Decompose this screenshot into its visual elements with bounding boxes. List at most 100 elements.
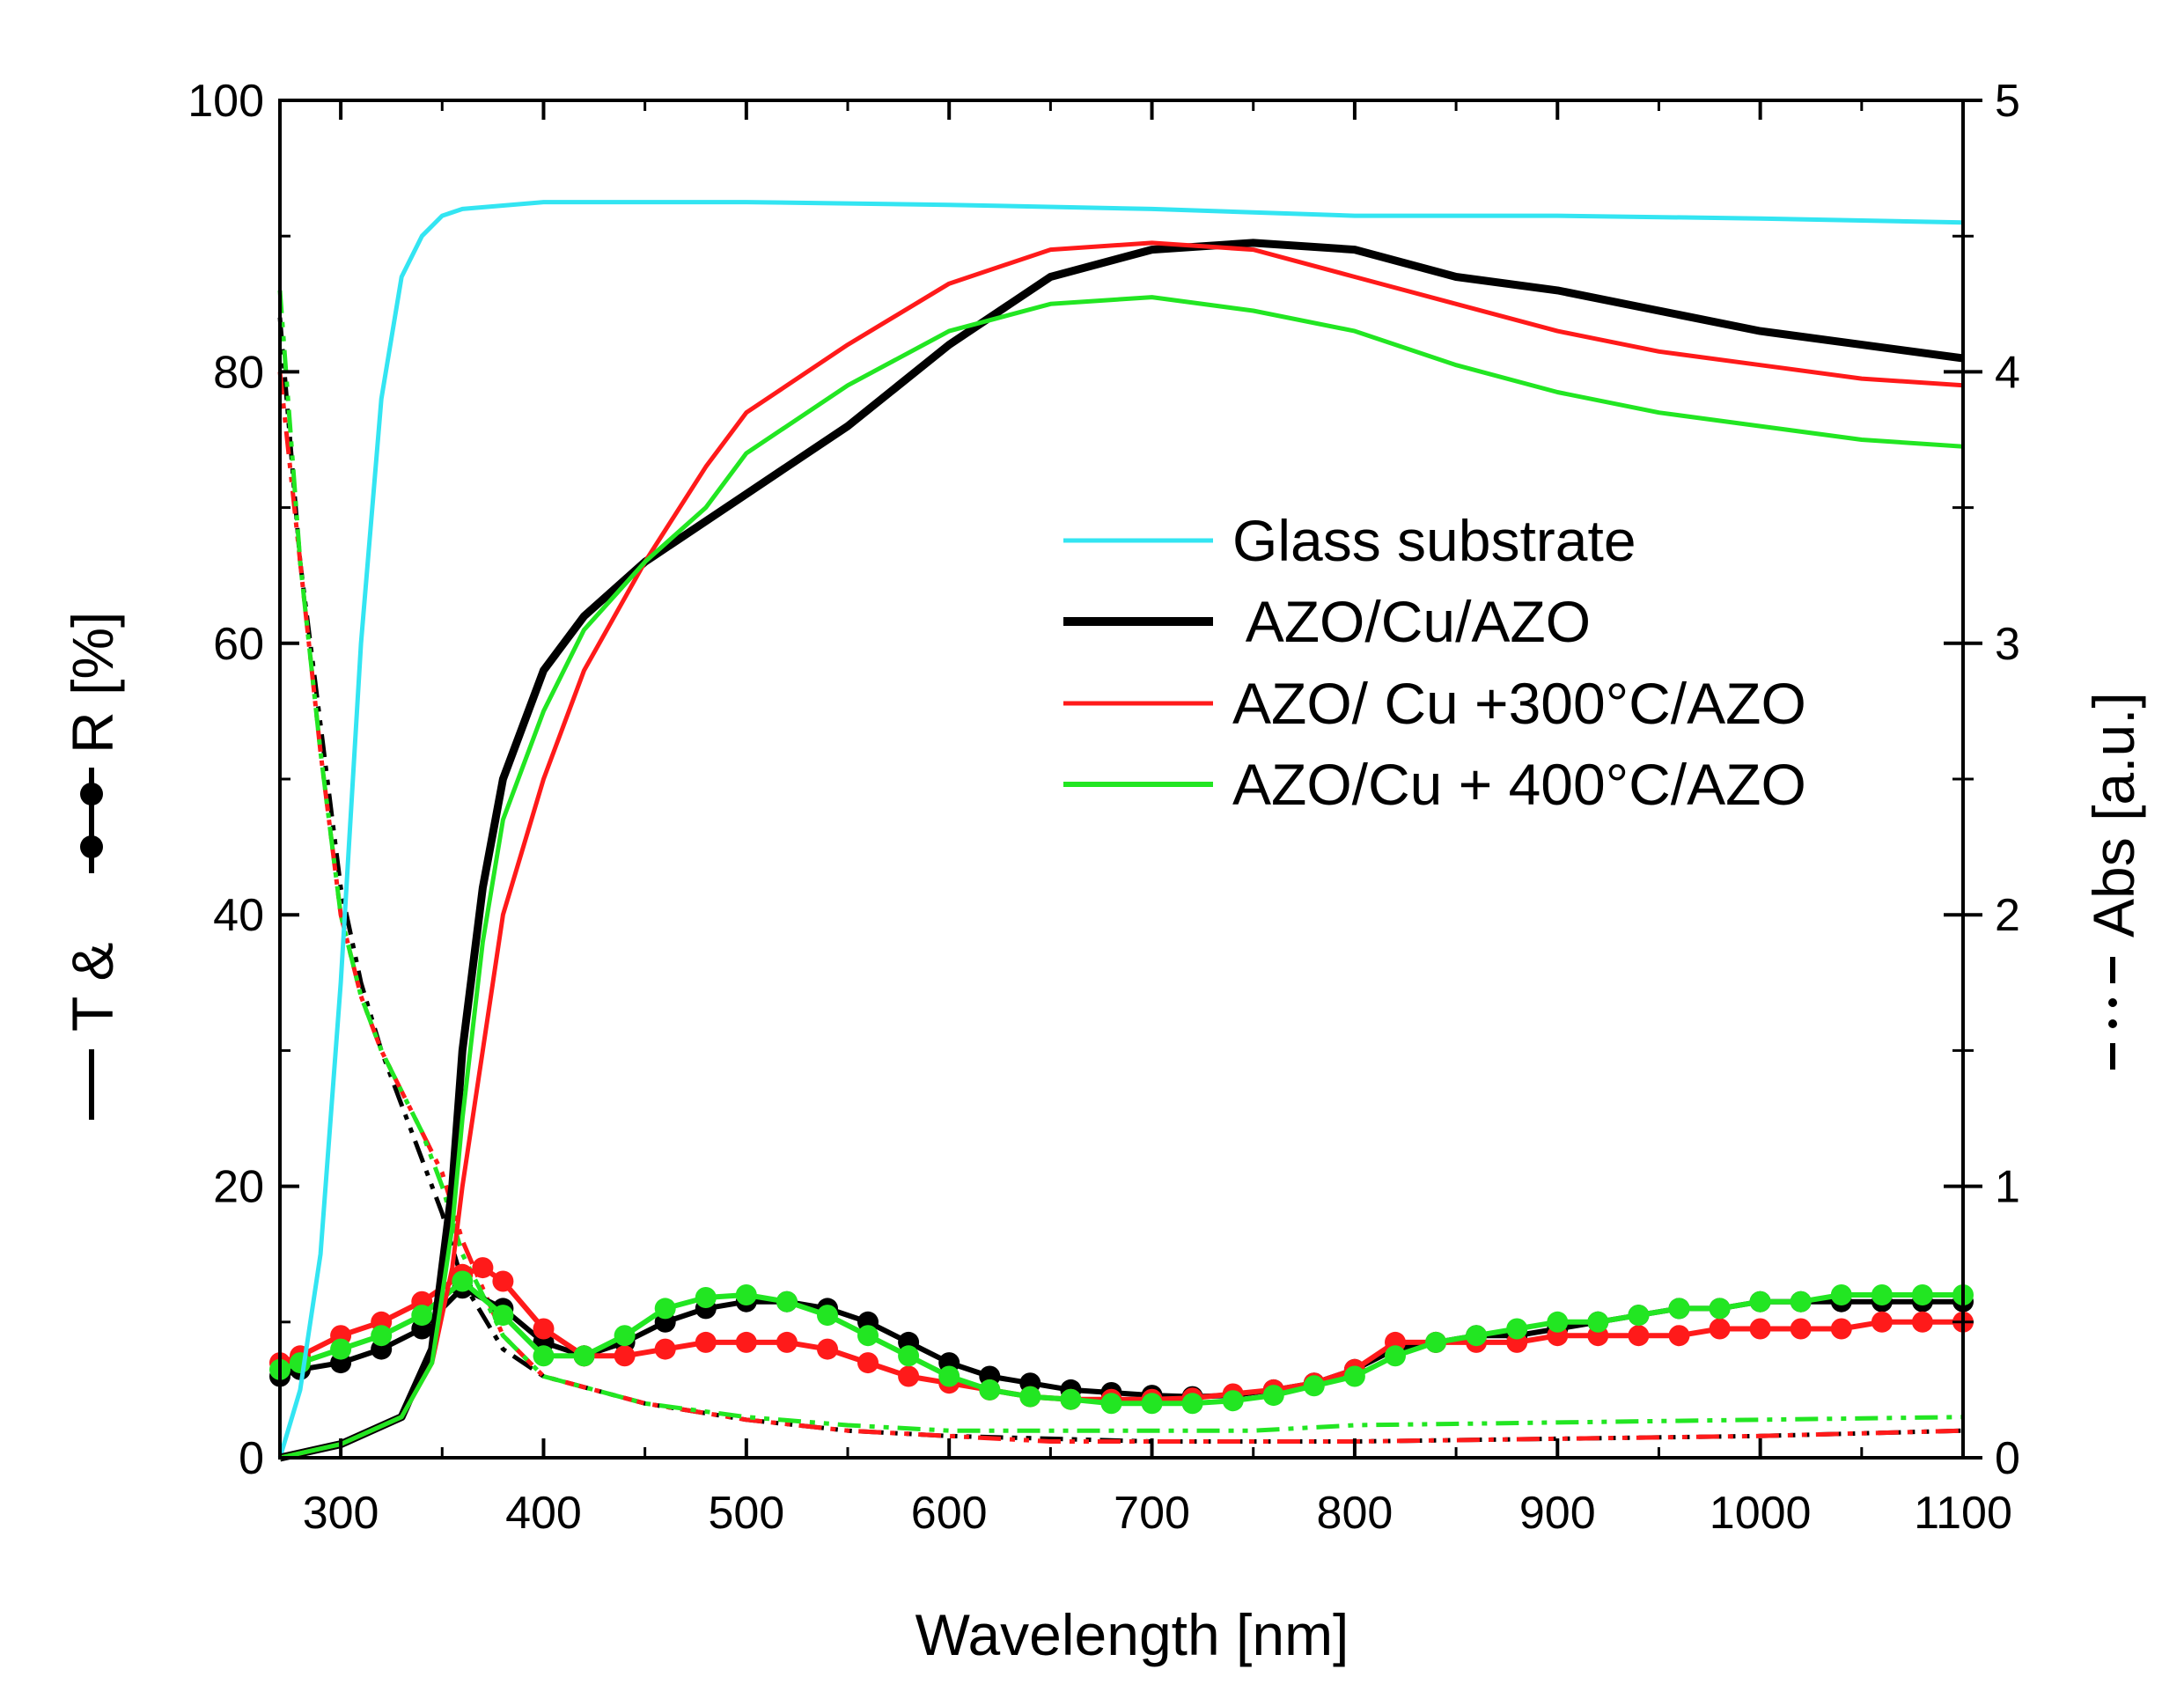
reflectance-point-azo400 — [1425, 1331, 1447, 1353]
y-right-tick-label: 0 — [1995, 1433, 2020, 1484]
reflectance-point-azo400 — [1749, 1291, 1771, 1313]
reflectance-point-azo400 — [1466, 1325, 1488, 1347]
x-tick-label: 700 — [1114, 1488, 1190, 1539]
reflectance-point-azo400 — [1303, 1375, 1325, 1397]
reflectance-point-azo400 — [695, 1287, 717, 1308]
reflectance-point-azo400 — [1100, 1393, 1122, 1415]
reflectance-point-azo300 — [472, 1257, 494, 1279]
reflectance-point-azo400 — [979, 1379, 1001, 1401]
reflectance-point-azo400 — [1790, 1291, 1812, 1313]
reflectance-point-azo400 — [1628, 1305, 1650, 1327]
x-tick-label: 600 — [911, 1488, 988, 1539]
reflectance-point-azo300 — [1668, 1325, 1690, 1347]
x-tick-label: 400 — [505, 1488, 582, 1539]
y-left-tick-label: 60 — [213, 619, 264, 670]
reflectance-point-azo400 — [573, 1345, 595, 1367]
y-left-axis-title: T & R [%] — [60, 612, 125, 1120]
reflectance-point-azo400 — [614, 1325, 636, 1347]
r-dot-symbol — [80, 783, 103, 805]
y-right-tick-label: 2 — [1995, 890, 2020, 941]
y-right-axis-title: Abs [a.u.] — [2081, 692, 2146, 1070]
reflectance-point-azo300 — [533, 1318, 555, 1340]
x-tick-label: 300 — [303, 1488, 379, 1539]
reflectance-point-azo300 — [776, 1331, 798, 1353]
reflectance-point-azo400 — [857, 1325, 879, 1347]
x-tick-label: 500 — [708, 1488, 784, 1539]
reflectance-point-azo400 — [330, 1338, 352, 1360]
x-tick-label: 1100 — [1914, 1488, 2012, 1539]
reflectance-point-azo400 — [1222, 1390, 1244, 1412]
reflectance-point-azo400 — [1019, 1386, 1041, 1408]
transmittance-line-azo400 — [279, 295, 1964, 1460]
reflectance-point-azo300 — [492, 1270, 514, 1292]
reflectance-point-azo300 — [695, 1331, 717, 1353]
reflectance-point-azo300 — [735, 1331, 757, 1353]
reflectance-point-azo400 — [1830, 1284, 1852, 1305]
r-dot-symbol — [80, 835, 103, 858]
reflectance-point-azo400 — [735, 1284, 757, 1305]
reflectance-point-azo400 — [1668, 1298, 1690, 1320]
legend-label-azo: AZO/Cu/AZO — [1232, 589, 1591, 654]
reflectance-point-azo300 — [1911, 1311, 1933, 1333]
reflectance-point-azo300 — [1871, 1311, 1893, 1333]
x-tick-label: 800 — [1317, 1488, 1393, 1539]
reflectance-point-azo400 — [533, 1345, 555, 1367]
legend: Glass substrate AZO/Cu/AZO AZO/ Cu +300°… — [1063, 508, 1806, 817]
reflectance-point-azo300 — [1790, 1318, 1812, 1340]
transmittance-line-azo300 — [279, 240, 1964, 1460]
y-right-tick-label: 5 — [1995, 76, 2020, 127]
reflectance-point-azo400 — [776, 1291, 798, 1313]
reflectance-point-azo400 — [411, 1305, 433, 1327]
y-left-tick-label: 0 — [239, 1433, 264, 1484]
y-left-tick-label: 80 — [213, 347, 264, 398]
reflectance-point-azo300 — [1830, 1318, 1852, 1340]
y-left-prefix: T & — [60, 943, 125, 1032]
reflectance-point-azo400 — [1141, 1393, 1163, 1415]
reflectance-point-azo400 — [1911, 1284, 1933, 1305]
plot-marks — [269, 200, 1974, 1462]
reflectance-point-azo300 — [1709, 1318, 1731, 1340]
y-left-tick-label: 40 — [213, 890, 264, 941]
x-tick-label: 1000 — [1710, 1488, 1812, 1539]
reflectance-point-azo400 — [1181, 1393, 1203, 1415]
y-right-tick-label: 3 — [1995, 619, 2020, 670]
reflectance-point-azo400 — [1871, 1284, 1893, 1305]
y-left-tick-label: 100 — [188, 76, 264, 127]
absorbance-line-azo400 — [277, 290, 1964, 1433]
reflectance-point-azo400 — [1709, 1298, 1731, 1320]
y-right-tick-label: 1 — [1995, 1162, 2020, 1213]
reflectance-point-azo400 — [371, 1325, 393, 1347]
abs-dot-symbol — [2108, 1019, 2117, 1028]
absorbance-line-azo300 — [277, 371, 1964, 1444]
legend-label-glass: Glass substrate — [1232, 508, 1636, 573]
reflectance-point-azo300 — [1749, 1318, 1771, 1340]
reflectance-point-azo400 — [654, 1298, 676, 1320]
reflectance-point-azo300 — [654, 1338, 676, 1360]
reflectance-point-azo400 — [452, 1270, 474, 1292]
reflectance-point-azo300 — [857, 1352, 879, 1374]
reflectance-point-azo400 — [1343, 1365, 1365, 1387]
x-tick-label: 900 — [1519, 1488, 1596, 1539]
abs-dot-symbol — [2108, 998, 2117, 1007]
reflectance-point-azo400 — [1060, 1388, 1082, 1410]
reflectance-point-azo300 — [614, 1345, 636, 1367]
legend-label-azo400: AZO/Cu + 400°C/AZO — [1232, 752, 1806, 817]
y-left-suffix: R [%] — [60, 612, 125, 754]
y-left-tick-label: 20 — [213, 1162, 264, 1213]
reflectance-point-azo400 — [492, 1305, 514, 1327]
reflectance-point-azo400 — [1506, 1318, 1528, 1340]
x-axis-title: Wavelength [nm] — [916, 1602, 1349, 1667]
reflectance-point-azo400 — [1547, 1311, 1569, 1333]
reflectance-point-azo300 — [817, 1338, 838, 1360]
y-right-title-text: Abs [a.u.] — [2081, 692, 2146, 938]
reflectance-point-azo400 — [1587, 1311, 1609, 1333]
transmittance-line-azo — [279, 239, 1964, 1462]
reflectance-point-azo300 — [1628, 1325, 1650, 1347]
reflectance-point-azo400 — [817, 1305, 838, 1327]
reflectance-point-azo400 — [1262, 1385, 1284, 1407]
axes: 300 400 500 600 700 800 900 1000 110002040608010… — [188, 76, 2020, 1539]
reflectance-point-azo400 — [938, 1365, 960, 1387]
reflectance-point-azo400 — [898, 1345, 920, 1367]
